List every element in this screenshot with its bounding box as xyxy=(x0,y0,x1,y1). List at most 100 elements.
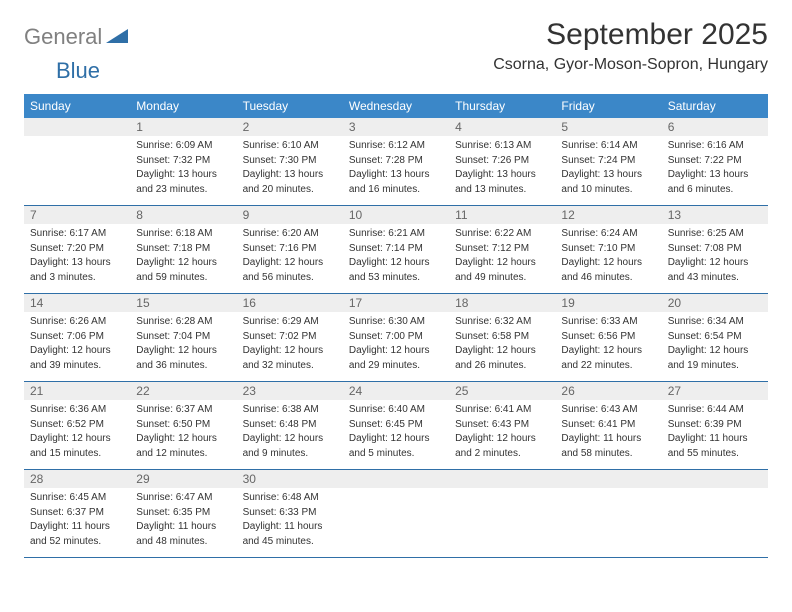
day-number-cell: 13 xyxy=(662,206,768,224)
day-dl1: Daylight: 12 hours xyxy=(455,256,549,270)
day-number-cell: 22 xyxy=(130,382,236,400)
day-detail-cell: Sunrise: 6:30 AMSunset: 7:00 PMDaylight:… xyxy=(343,312,449,381)
day-number-cell: 27 xyxy=(662,382,768,400)
day-ss: Sunset: 7:18 PM xyxy=(136,242,230,256)
day-detail-cell: Sunrise: 6:32 AMSunset: 6:58 PMDaylight:… xyxy=(449,312,555,381)
day-dl1: Daylight: 11 hours xyxy=(30,520,124,534)
day-detail-cell: Sunrise: 6:38 AMSunset: 6:48 PMDaylight:… xyxy=(237,400,343,469)
day-detail-cell xyxy=(555,488,661,557)
weekday-saturday: Saturday xyxy=(662,94,768,118)
day-detail-cell: Sunrise: 6:28 AMSunset: 7:04 PMDaylight:… xyxy=(130,312,236,381)
day-dl2: and 29 minutes. xyxy=(349,359,443,373)
day-dl1: Daylight: 12 hours xyxy=(243,344,337,358)
day-ss: Sunset: 6:43 PM xyxy=(455,418,549,432)
day-number-cell: 6 xyxy=(662,118,768,136)
day-number-cell: 14 xyxy=(24,294,130,312)
day-detail-cell: Sunrise: 6:37 AMSunset: 6:50 PMDaylight:… xyxy=(130,400,236,469)
day-ss: Sunset: 7:04 PM xyxy=(136,330,230,344)
day-ss: Sunset: 6:54 PM xyxy=(668,330,762,344)
day-ss: Sunset: 6:35 PM xyxy=(136,506,230,520)
day-ss: Sunset: 6:39 PM xyxy=(668,418,762,432)
day-sr: Sunrise: 6:36 AM xyxy=(30,403,124,417)
day-dl2: and 59 minutes. xyxy=(136,271,230,285)
day-sr: Sunrise: 6:22 AM xyxy=(455,227,549,241)
day-dl1: Daylight: 12 hours xyxy=(136,432,230,446)
day-dl2: and 13 minutes. xyxy=(455,183,549,197)
day-number-cell: 8 xyxy=(130,206,236,224)
day-ss: Sunset: 6:37 PM xyxy=(30,506,124,520)
day-number-cell xyxy=(343,470,449,488)
day-ss: Sunset: 6:33 PM xyxy=(243,506,337,520)
header: General September 2025 Csorna, Gyor-Moso… xyxy=(24,18,768,74)
logo-text-gray: General xyxy=(24,24,102,50)
day-dl1: Daylight: 13 hours xyxy=(668,168,762,182)
day-ss: Sunset: 7:06 PM xyxy=(30,330,124,344)
day-sr: Sunrise: 6:16 AM xyxy=(668,139,762,153)
day-number-cell: 26 xyxy=(555,382,661,400)
day-dl2: and 19 minutes. xyxy=(668,359,762,373)
day-detail-cell: Sunrise: 6:16 AMSunset: 7:22 PMDaylight:… xyxy=(662,136,768,205)
day-number-cell: 4 xyxy=(449,118,555,136)
day-detail-cell: Sunrise: 6:47 AMSunset: 6:35 PMDaylight:… xyxy=(130,488,236,557)
day-dl1: Daylight: 12 hours xyxy=(30,432,124,446)
day-sr: Sunrise: 6:44 AM xyxy=(668,403,762,417)
weekday-monday: Monday xyxy=(130,94,236,118)
day-number-row: 78910111213 xyxy=(24,206,768,224)
day-number-cell: 30 xyxy=(237,470,343,488)
day-number-cell: 28 xyxy=(24,470,130,488)
day-dl2: and 20 minutes. xyxy=(243,183,337,197)
day-dl1: Daylight: 12 hours xyxy=(243,256,337,270)
day-dl2: and 39 minutes. xyxy=(30,359,124,373)
day-ss: Sunset: 7:24 PM xyxy=(561,154,655,168)
weekday-friday: Friday xyxy=(555,94,661,118)
day-sr: Sunrise: 6:14 AM xyxy=(561,139,655,153)
day-number-cell: 9 xyxy=(237,206,343,224)
day-dl2: and 26 minutes. xyxy=(455,359,549,373)
day-sr: Sunrise: 6:34 AM xyxy=(668,315,762,329)
title-block: September 2025 Csorna, Gyor-Moson-Sopron… xyxy=(493,18,768,74)
day-dl1: Daylight: 13 hours xyxy=(243,168,337,182)
day-dl2: and 32 minutes. xyxy=(243,359,337,373)
day-detail-cell: Sunrise: 6:34 AMSunset: 6:54 PMDaylight:… xyxy=(662,312,768,381)
day-number-cell: 29 xyxy=(130,470,236,488)
day-ss: Sunset: 7:26 PM xyxy=(455,154,549,168)
day-number-cell: 21 xyxy=(24,382,130,400)
day-number-cell: 23 xyxy=(237,382,343,400)
day-detail-row: Sunrise: 6:26 AMSunset: 7:06 PMDaylight:… xyxy=(24,312,768,382)
day-sr: Sunrise: 6:12 AM xyxy=(349,139,443,153)
weekday-sunday: Sunday xyxy=(24,94,130,118)
day-detail-cell: Sunrise: 6:43 AMSunset: 6:41 PMDaylight:… xyxy=(555,400,661,469)
day-detail-cell: Sunrise: 6:14 AMSunset: 7:24 PMDaylight:… xyxy=(555,136,661,205)
day-dl1: Daylight: 12 hours xyxy=(136,344,230,358)
day-dl2: and 10 minutes. xyxy=(561,183,655,197)
day-sr: Sunrise: 6:29 AM xyxy=(243,315,337,329)
day-detail-row: Sunrise: 6:45 AMSunset: 6:37 PMDaylight:… xyxy=(24,488,768,558)
day-dl2: and 2 minutes. xyxy=(455,447,549,461)
day-ss: Sunset: 6:50 PM xyxy=(136,418,230,432)
logo: General xyxy=(24,24,130,50)
day-sr: Sunrise: 6:40 AM xyxy=(349,403,443,417)
day-ss: Sunset: 7:30 PM xyxy=(243,154,337,168)
day-ss: Sunset: 6:48 PM xyxy=(243,418,337,432)
day-detail-cell: Sunrise: 6:20 AMSunset: 7:16 PMDaylight:… xyxy=(237,224,343,293)
day-ss: Sunset: 7:20 PM xyxy=(30,242,124,256)
day-number-cell: 7 xyxy=(24,206,130,224)
day-sr: Sunrise: 6:21 AM xyxy=(349,227,443,241)
weeks-container: 123456Sunrise: 6:09 AMSunset: 7:32 PMDay… xyxy=(24,118,768,558)
day-sr: Sunrise: 6:24 AM xyxy=(561,227,655,241)
day-ss: Sunset: 7:22 PM xyxy=(668,154,762,168)
day-detail-cell: Sunrise: 6:10 AMSunset: 7:30 PMDaylight:… xyxy=(237,136,343,205)
day-dl2: and 6 minutes. xyxy=(668,183,762,197)
day-sr: Sunrise: 6:30 AM xyxy=(349,315,443,329)
day-number-cell: 3 xyxy=(343,118,449,136)
day-number-cell: 17 xyxy=(343,294,449,312)
day-detail-cell: Sunrise: 6:13 AMSunset: 7:26 PMDaylight:… xyxy=(449,136,555,205)
weekday-wednesday: Wednesday xyxy=(343,94,449,118)
day-dl1: Daylight: 13 hours xyxy=(136,168,230,182)
day-detail-cell: Sunrise: 6:26 AMSunset: 7:06 PMDaylight:… xyxy=(24,312,130,381)
day-ss: Sunset: 6:45 PM xyxy=(349,418,443,432)
day-sr: Sunrise: 6:20 AM xyxy=(243,227,337,241)
day-detail-cell: Sunrise: 6:12 AMSunset: 7:28 PMDaylight:… xyxy=(343,136,449,205)
day-number-cell: 11 xyxy=(449,206,555,224)
day-sr: Sunrise: 6:45 AM xyxy=(30,491,124,505)
